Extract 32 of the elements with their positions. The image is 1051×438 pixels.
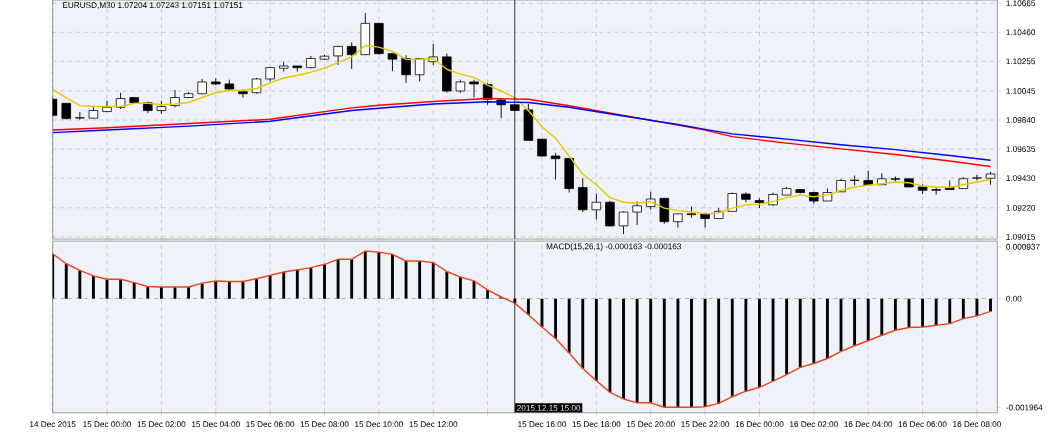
x-tick-label: 16 Dec 00:00 bbox=[735, 421, 784, 428]
x-tick-label: 15 Dec 18:00 bbox=[572, 421, 621, 428]
ref-line-label: 2015.12.15 15:00 bbox=[517, 404, 581, 411]
x-tick-label: 15 Dec 20:00 bbox=[626, 421, 675, 428]
y-tick-label: 0.000937 bbox=[1006, 243, 1040, 250]
y-tick-label: 1.10665 bbox=[1006, 0, 1036, 7]
y-tick-label: -0.001964 bbox=[1006, 404, 1043, 411]
y-tick-label: 1.09220 bbox=[1006, 204, 1036, 211]
y-tick-label: 1.10255 bbox=[1006, 58, 1036, 65]
x-tick-label: 15 Dec 08:00 bbox=[300, 421, 349, 428]
y-tick-label: 1.09840 bbox=[1006, 117, 1036, 123]
chart-title: MACD(15,26,1) -0.000163 -0.000163 bbox=[546, 243, 682, 251]
x-tick-label: 16 Dec 02:00 bbox=[790, 421, 838, 428]
x-tick-label: 15 Dec 22:00 bbox=[681, 421, 730, 428]
y-tick-label: 1.10460 bbox=[1006, 29, 1036, 36]
x-tick-label: 15 Dec 04:00 bbox=[192, 421, 240, 428]
y-tick-label: 1.10045 bbox=[1006, 88, 1036, 94]
x-tick-label: 16 Dec 06:00 bbox=[898, 421, 947, 428]
x-tick-label: 15 Dec 16:00 bbox=[518, 421, 567, 428]
y-tick-label: 1.09015 bbox=[1006, 233, 1036, 240]
y-tick-label: 1.09430 bbox=[1006, 175, 1036, 181]
x-tick-label: 15 Dec 10:00 bbox=[355, 421, 403, 428]
x-tick-label: 16 Dec 04:00 bbox=[844, 421, 893, 428]
x-tick-label: 14 Dec 2015 bbox=[30, 421, 76, 428]
chart-title: EURUSD,M30 1.07204 1.07243 1.07151 1.07151 bbox=[63, 2, 243, 9]
x-tick-label: 15 Dec 02:00 bbox=[137, 421, 186, 428]
y-tick-label: 1.09635 bbox=[1006, 146, 1036, 152]
x-tick-label: 15 Dec 00:00 bbox=[83, 421, 132, 428]
y-tick-label: 0.00 bbox=[1006, 295, 1022, 302]
x-tick-label: 15 Dec 12:00 bbox=[409, 421, 458, 428]
x-tick-label: 16 Dec 08:00 bbox=[953, 421, 1001, 428]
x-tick-label: 15 Dec 06:00 bbox=[246, 421, 295, 428]
